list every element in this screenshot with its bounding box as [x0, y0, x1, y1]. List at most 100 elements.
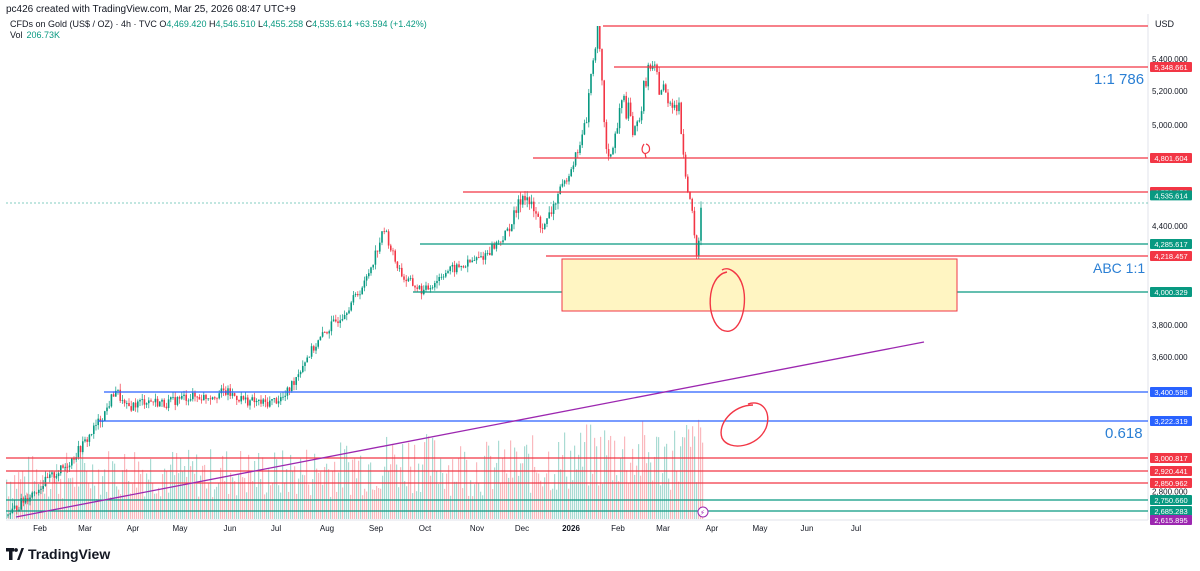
volume-bar — [262, 457, 264, 519]
currency-label: USD — [1155, 19, 1175, 29]
candle-body — [258, 399, 260, 401]
candle-body — [350, 302, 352, 311]
symbol-name: CFDs on Gold (US$ / OZ) · 4h · TVC — [10, 19, 157, 29]
volume-bar — [538, 473, 540, 519]
price-tag — [1150, 387, 1192, 397]
price-tag — [1150, 287, 1192, 297]
volume-bar — [466, 459, 468, 519]
volume-bar — [44, 493, 46, 519]
candle-body — [275, 398, 278, 404]
candle-body — [603, 80, 605, 123]
price-tag — [1150, 495, 1192, 505]
volume-bar — [504, 449, 506, 519]
candle-body — [607, 149, 610, 157]
volume-bar — [400, 467, 402, 519]
x-tick-label: Jun — [801, 524, 814, 533]
volume-bar — [310, 495, 312, 519]
candle-body — [143, 399, 146, 405]
volume-bar — [14, 475, 16, 519]
volume-bar — [444, 488, 446, 519]
volume-bar — [188, 449, 190, 519]
candle-body — [363, 280, 366, 288]
purple-trendline[interactable] — [15, 341, 925, 518]
candle-body — [478, 257, 480, 258]
candle-body — [141, 399, 143, 401]
candle-body — [110, 394, 113, 407]
candle-body — [205, 394, 207, 399]
volume-bar — [24, 476, 26, 519]
volume-bar — [544, 477, 546, 519]
volume-bar — [98, 469, 100, 519]
price-tag-label: 3,000.817 — [1154, 454, 1187, 463]
volume-bar — [302, 474, 304, 519]
candle-body — [500, 241, 502, 243]
candle-body — [579, 145, 581, 153]
candle-body — [348, 310, 350, 314]
volume-bar — [438, 483, 440, 519]
candle-body — [390, 245, 392, 251]
candle-body — [559, 186, 561, 194]
volume-bar — [208, 482, 210, 519]
candle-body — [86, 439, 88, 442]
candle-body — [473, 260, 476, 262]
volume-bar — [422, 464, 424, 519]
volume-bar — [318, 472, 320, 519]
price-tag — [1150, 466, 1192, 476]
volume-bar — [8, 496, 10, 519]
volume-bar — [164, 468, 166, 519]
volume-bar — [130, 493, 132, 519]
candle-body — [181, 396, 183, 399]
candle-body — [495, 242, 498, 249]
target-zone-box[interactable] — [561, 258, 958, 312]
candle-body — [695, 235, 698, 256]
volume-bar — [650, 462, 652, 519]
volume-bar — [362, 495, 364, 519]
volume-bar — [670, 489, 672, 519]
volume-bar — [416, 491, 418, 519]
volume-bar — [414, 444, 416, 519]
volume-bar — [54, 471, 56, 519]
price-chart[interactable]: USD ⚡ 1:1 786 ABC 1:1 0.618 5,400.000 5,2… — [0, 0, 1200, 545]
candle-body — [618, 108, 621, 129]
volume-bar — [126, 468, 128, 519]
volume-bar — [632, 448, 634, 519]
candle-body — [339, 320, 341, 324]
candle-body — [662, 84, 665, 91]
candle-body — [240, 396, 242, 402]
volume-bar — [374, 489, 376, 519]
volume-bar — [506, 473, 508, 519]
candle-body — [552, 203, 555, 214]
candle-body — [291, 381, 293, 392]
volume-bar — [536, 472, 538, 519]
volume-bar — [190, 466, 192, 519]
candle-body — [684, 154, 687, 177]
handdrawn-circle-upper — [709, 268, 746, 332]
candle-body — [126, 403, 128, 404]
candle-body — [407, 278, 410, 282]
candle-body — [623, 95, 625, 101]
candle-body — [374, 250, 377, 265]
tradingview-logo[interactable]: TradingView — [6, 546, 110, 562]
candle-body — [447, 271, 449, 273]
price-tag-label: 4,218.457 — [1154, 252, 1187, 261]
volume-bar — [64, 467, 66, 519]
x-tick-label: May — [752, 524, 767, 533]
volume-bar — [72, 477, 74, 519]
candle-body — [42, 486, 44, 489]
price-axis[interactable]: 5,400.000 5,200.000 5,000.000 4,400.000 3,80… — [1152, 55, 1188, 497]
volume-bar — [384, 466, 386, 519]
candle-body — [519, 199, 522, 205]
candle-body — [596, 26, 599, 49]
time-axis[interactable]: Feb Mar Apr May Jun Jul Aug Sep Oct Nov Dec 2026 Feb… — [33, 524, 861, 533]
candle-body — [504, 230, 506, 241]
volume-bar — [424, 442, 426, 519]
volume-bar — [56, 464, 58, 519]
candle-body — [398, 267, 401, 269]
volume-bar — [676, 470, 678, 519]
volume-bar — [144, 496, 146, 519]
volume-bar — [334, 461, 336, 519]
volume-bar — [276, 459, 278, 519]
volume-bar — [254, 460, 256, 519]
candle-body — [506, 228, 509, 231]
event-marker-icon[interactable] — [697, 506, 709, 518]
